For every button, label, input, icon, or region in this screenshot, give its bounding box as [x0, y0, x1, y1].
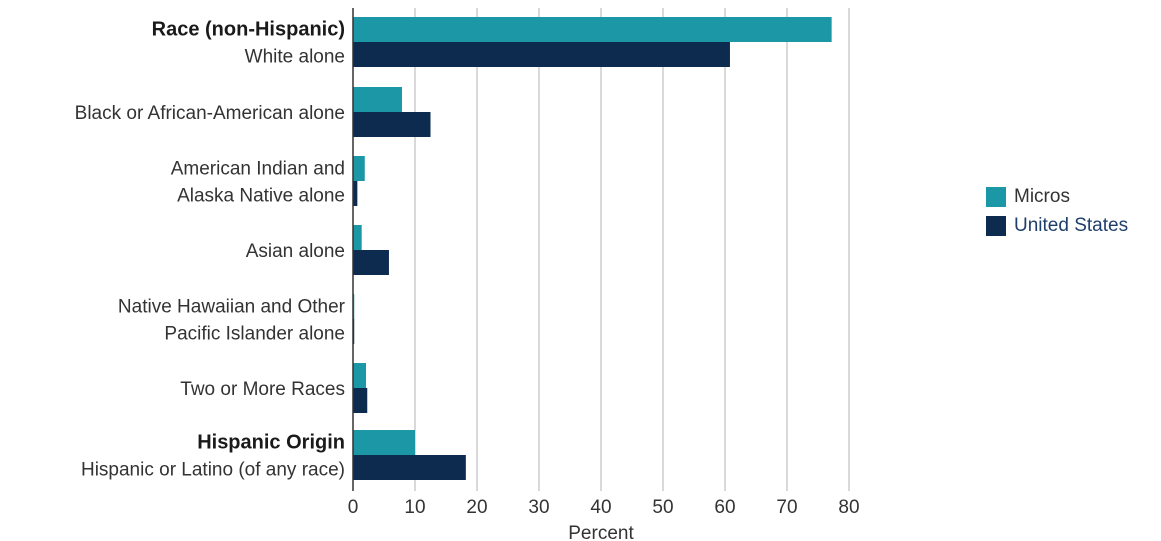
- category-label-4-1: Pacific Islander alone: [164, 324, 345, 345]
- x-tick-label-50: 50: [652, 497, 673, 518]
- category-label-5-0: Two or More Races: [180, 379, 345, 400]
- category-label-1-0: Black or African-American alone: [75, 103, 345, 124]
- bar-micros-0: [353, 17, 832, 42]
- category-label-0-0: White alone: [245, 47, 345, 68]
- bar-united-states-0: [353, 42, 730, 67]
- legend-item-micros: Micros: [986, 182, 1128, 211]
- bar-micros-2: [353, 156, 365, 181]
- x-tick-label-20: 20: [466, 497, 487, 518]
- category-label-6-0: Hispanic or Latino (of any race): [81, 460, 345, 481]
- category-label-2-0: American Indian and: [171, 159, 345, 180]
- legend: Micros United States: [986, 182, 1128, 240]
- legend-swatch-united-states: [986, 215, 1006, 236]
- bar-micros-6: [353, 430, 415, 455]
- x-tick-label-10: 10: [404, 497, 425, 518]
- bar-united-states-6: [353, 455, 466, 480]
- legend-label-united-states: United States: [1014, 214, 1129, 236]
- category-group-label-6: Hispanic Origin: [197, 432, 345, 454]
- legend-label-micros: Micros: [1014, 185, 1070, 207]
- x-tick-label-30: 30: [528, 497, 549, 518]
- x-axis-title: Percent: [568, 523, 634, 541]
- bar-united-states-3: [353, 250, 389, 275]
- x-tick-label-70: 70: [776, 497, 797, 518]
- bar-united-states-1: [353, 112, 431, 137]
- x-tick-label-40: 40: [590, 497, 611, 518]
- bar-united-states-5: [353, 388, 368, 413]
- category-label-4-0: Native Hawaiian and Other: [118, 297, 346, 318]
- bar-micros-3: [353, 225, 362, 250]
- category-label-2-1: Alaska Native alone: [177, 186, 345, 207]
- bar-united-states-2: [353, 181, 358, 206]
- bar-micros-1: [353, 87, 402, 112]
- x-tick-label-80: 80: [838, 497, 859, 518]
- x-tick-label-0: 0: [348, 497, 359, 518]
- category-group-label-0: Race (non-Hispanic): [152, 19, 345, 41]
- x-tick-label-60: 60: [714, 497, 735, 518]
- legend-item-united-states: United States: [986, 211, 1128, 240]
- legend-swatch-micros: [986, 186, 1006, 207]
- bar-micros-5: [353, 363, 367, 388]
- category-label-3-0: Asian alone: [246, 241, 345, 262]
